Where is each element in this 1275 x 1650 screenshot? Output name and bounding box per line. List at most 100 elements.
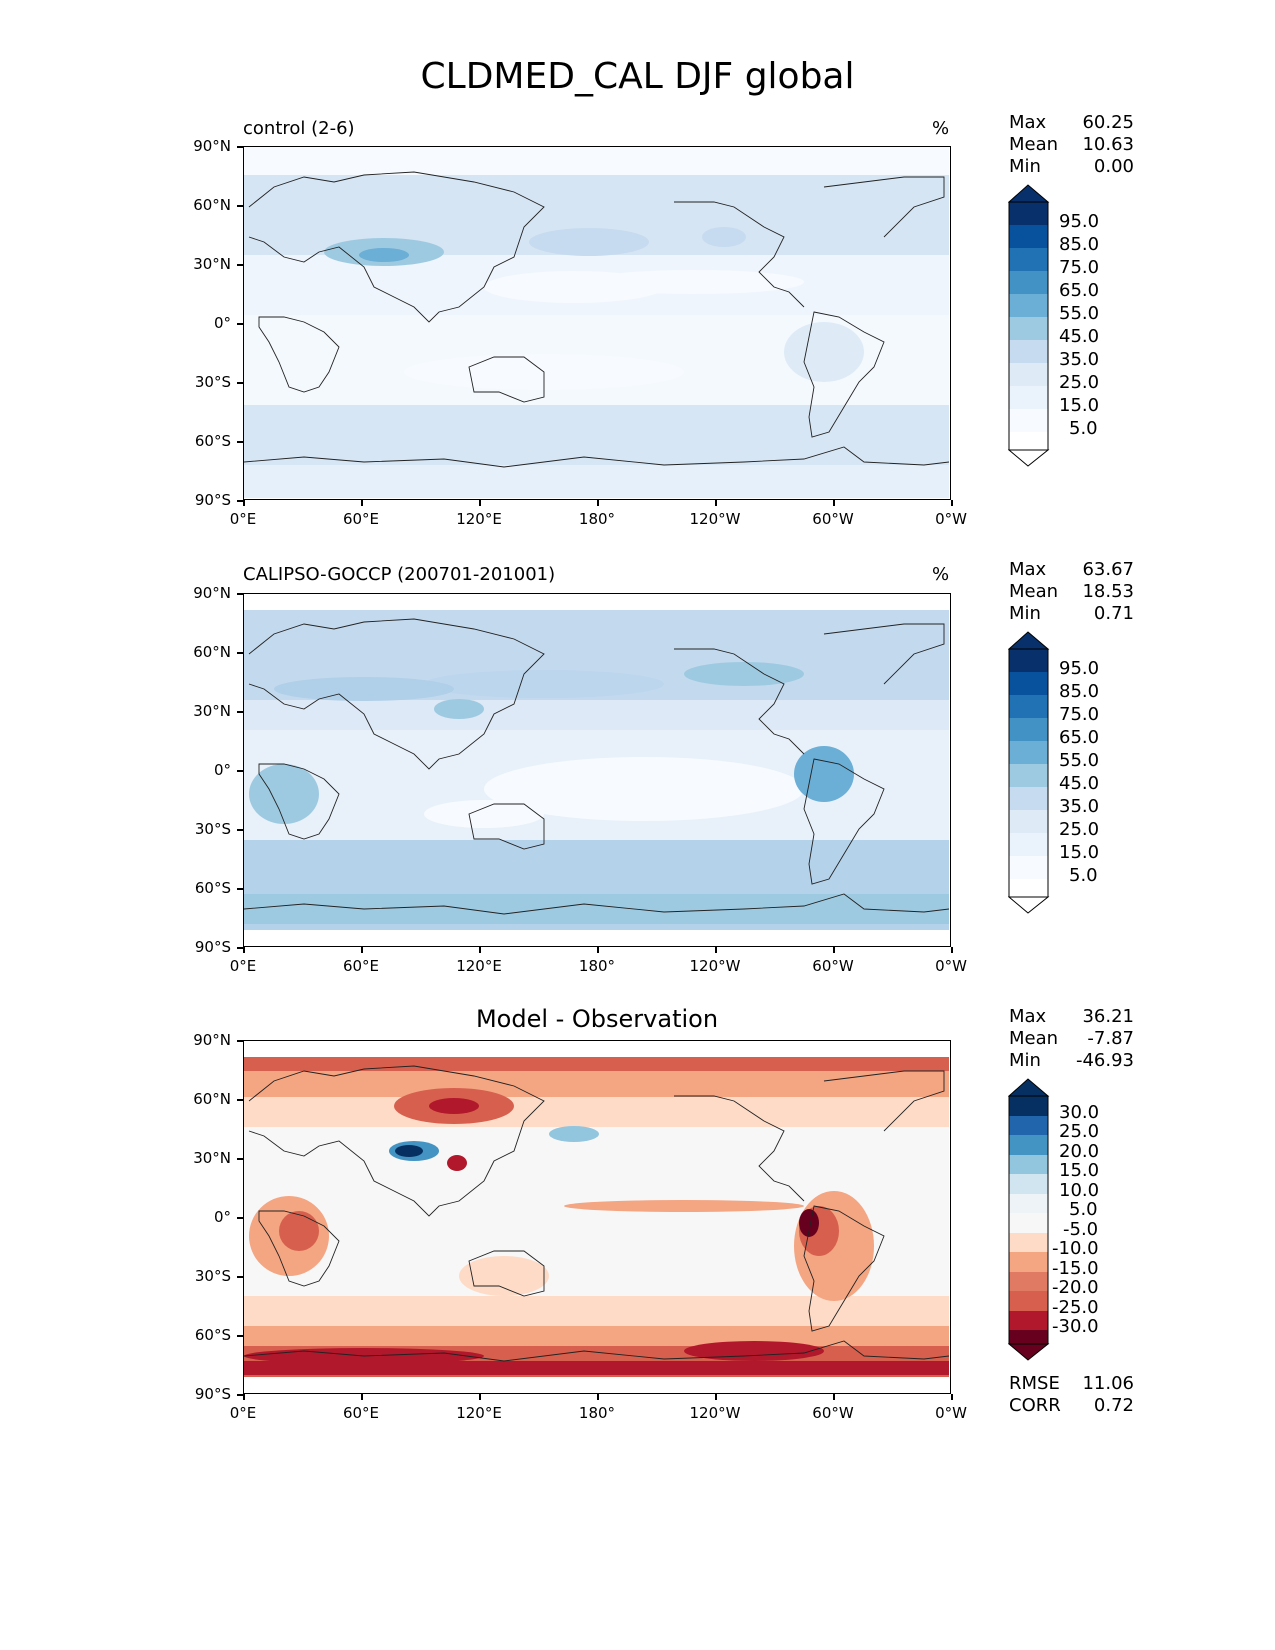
- panel3-cbar-tick: 5.0: [1069, 1199, 1098, 1220]
- panel1-cbar-tick: 85.0: [1059, 234, 1100, 255]
- panel1-max-label: Max: [1009, 112, 1047, 133]
- y-tick-mark: [237, 382, 243, 384]
- panel3-colorbar: [1008, 1078, 1050, 1361]
- corr-value: 0.72: [1093, 1395, 1134, 1416]
- x-tick-label: 120°W: [689, 957, 741, 975]
- x-tick-mark: [361, 1394, 363, 1400]
- y-tick-label: 90°N: [193, 1031, 231, 1049]
- y-tick-mark: [237, 1158, 243, 1160]
- x-tick-mark: [479, 947, 481, 953]
- y-tick-label: 60°N: [193, 643, 231, 661]
- x-tick-label: 60°E: [342, 1404, 380, 1422]
- panel2-map: [243, 593, 951, 947]
- x-tick-mark: [243, 1394, 245, 1400]
- x-tick-label: 0°W: [935, 1404, 967, 1422]
- panel3-min-value: -46.93: [1075, 1050, 1134, 1071]
- x-tick-label: 180°: [578, 510, 616, 528]
- panel3-min-label: Min: [1009, 1050, 1041, 1071]
- y-tick-mark: [237, 1335, 243, 1337]
- panel3-cbar-tick: -5.0: [1063, 1219, 1099, 1240]
- panel2-cbar-tick: 45.0: [1059, 773, 1100, 794]
- x-tick-mark: [597, 500, 599, 506]
- panel1-cbar-tick: 55.0: [1059, 303, 1100, 324]
- x-tick-label: 120°E: [456, 957, 502, 975]
- panel1-cbar-tick: 25.0: [1059, 372, 1100, 393]
- panel2-cbar-tick: 15.0: [1059, 842, 1100, 863]
- panel3-max-value: 36.21: [1082, 1006, 1134, 1027]
- y-tick-label: 90°S: [194, 491, 231, 509]
- y-tick-label: 90°N: [193, 584, 231, 602]
- panel1-cbar-tick: 15.0: [1059, 395, 1100, 416]
- x-tick-mark: [243, 947, 245, 953]
- panel3-cbar-tick: -20.0: [1052, 1277, 1099, 1298]
- y-tick-label: 30°S: [194, 1267, 231, 1285]
- x-tick-label: 0°W: [935, 510, 967, 528]
- y-tick-label: 60°S: [194, 1326, 231, 1344]
- x-tick-mark: [361, 500, 363, 506]
- y-tick-mark: [237, 947, 243, 949]
- rmse-value: 11.06: [1082, 1373, 1134, 1394]
- y-tick-mark: [237, 1099, 243, 1101]
- x-tick-label: 120°W: [689, 510, 741, 528]
- x-tick-label: 0°E: [229, 957, 257, 975]
- panel3-cbar-tick: -15.0: [1052, 1258, 1099, 1279]
- panel2-max-value: 63.67: [1082, 559, 1134, 580]
- panel3-title: Model - Observation: [475, 1005, 719, 1033]
- x-tick-label: 180°: [578, 957, 616, 975]
- y-tick-label: 60°N: [193, 196, 231, 214]
- x-tick-mark: [243, 500, 245, 506]
- y-tick-mark: [237, 1217, 243, 1219]
- panel2-cbar-tick: 65.0: [1059, 727, 1100, 748]
- panel1-map: [243, 146, 951, 500]
- panel2-max-label: Max: [1009, 559, 1047, 580]
- panel3-cbar-tick: 10.0: [1059, 1180, 1100, 1201]
- x-tick-mark: [597, 947, 599, 953]
- x-tick-mark: [479, 1394, 481, 1400]
- y-tick-label: 30°N: [193, 1149, 231, 1167]
- y-tick-label: 30°N: [193, 702, 231, 720]
- panel2-cbar-tick: 75.0: [1059, 704, 1100, 725]
- panel2-cbar-tick: 25.0: [1059, 819, 1100, 840]
- x-tick-label: 60°E: [342, 957, 380, 975]
- y-tick-label: 30°S: [194, 820, 231, 838]
- panel1-max-value: 60.25: [1082, 112, 1134, 133]
- x-tick-mark: [715, 947, 717, 953]
- panel1-cbar-tick: 35.0: [1059, 349, 1100, 370]
- panel1-cbar-tick: 95.0: [1059, 211, 1100, 232]
- y-tick-mark: [237, 264, 243, 266]
- panel1-unit: %: [932, 118, 950, 139]
- x-tick-label: 60°W: [812, 957, 854, 975]
- panel1-colorbar: [1008, 184, 1050, 467]
- y-tick-label: 60°S: [194, 879, 231, 897]
- panel1-label: control (2-6): [243, 118, 355, 139]
- x-tick-mark: [833, 1394, 835, 1400]
- y-tick-mark: [237, 593, 243, 595]
- y-tick-mark: [237, 652, 243, 654]
- panel2-mean-label: Mean: [1009, 581, 1059, 602]
- x-tick-mark: [951, 500, 953, 506]
- panel1-cbar-tick: 45.0: [1059, 326, 1100, 347]
- y-tick-mark: [237, 500, 243, 502]
- x-tick-label: 120°W: [689, 1404, 741, 1422]
- y-tick-label: 60°N: [193, 1090, 231, 1108]
- x-tick-mark: [715, 500, 717, 506]
- y-tick-mark: [237, 711, 243, 713]
- panel2-min-label: Min: [1009, 603, 1041, 624]
- y-tick-label: 0°: [213, 1208, 231, 1226]
- panel3-cbar-tick: -25.0: [1052, 1297, 1099, 1318]
- x-tick-label: 0°W: [935, 957, 967, 975]
- panel1-min-label: Min: [1009, 156, 1041, 177]
- y-tick-mark: [237, 205, 243, 207]
- panel3-stats: Max 36.21 Mean -7.87 Min -46.93: [1009, 1006, 1134, 1072]
- panel3-cbar-tick: 30.0: [1059, 1102, 1100, 1123]
- x-tick-mark: [597, 1394, 599, 1400]
- x-tick-label: 120°E: [456, 1404, 502, 1422]
- panel1-mean-label: Mean: [1009, 134, 1059, 155]
- rmse-label: RMSE: [1009, 1373, 1060, 1394]
- panel2-unit: %: [932, 564, 950, 585]
- corr-label: CORR: [1009, 1395, 1061, 1416]
- y-tick-mark: [237, 888, 243, 890]
- panel3-cbar-tick: 25.0: [1059, 1121, 1100, 1142]
- panel2-cbar-tick: 5.0: [1069, 865, 1098, 886]
- x-tick-mark: [479, 500, 481, 506]
